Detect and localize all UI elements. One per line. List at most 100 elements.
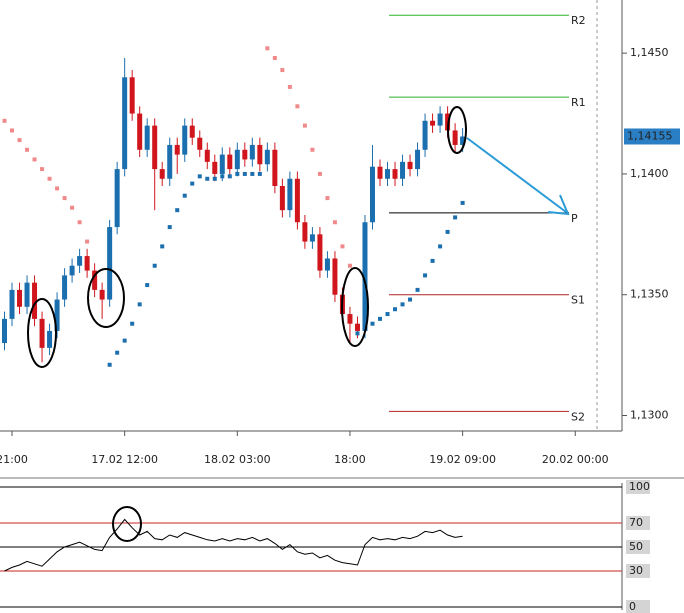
circle-annotation (112, 506, 142, 542)
sar-dot (430, 258, 435, 263)
sar-dot (332, 220, 337, 225)
candle-body (257, 144, 263, 165)
sar-dot (77, 220, 82, 225)
sar-dot (325, 196, 330, 201)
sar-dot (197, 174, 202, 179)
sar-dot (47, 176, 52, 181)
sar-dot (160, 244, 165, 249)
sar-dot (85, 239, 90, 244)
candle-body (317, 234, 323, 271)
sar-dot (378, 316, 382, 321)
sar-dot (302, 123, 307, 128)
last-price-box (624, 128, 680, 145)
candle-body (272, 149, 278, 187)
y-tick-label: 1,1400 (630, 167, 669, 180)
x-tick-label: 17.02 12:00 (91, 453, 158, 466)
candle-body (99, 289, 105, 300)
candle-body (107, 227, 113, 300)
candle-body (77, 256, 83, 266)
sar-dot (227, 174, 232, 179)
pivot-label: R1 (571, 96, 586, 109)
sar-dot (182, 193, 187, 198)
candle-body (294, 178, 300, 223)
candle-body (392, 169, 398, 179)
sar-dot (385, 312, 390, 317)
sar-dot (295, 104, 300, 109)
sar-dot (212, 176, 217, 181)
candle-body (17, 289, 23, 307)
candle-body (129, 77, 135, 114)
sar-dot (2, 118, 7, 123)
sar-dot (190, 181, 195, 186)
y-tick-box (626, 540, 650, 554)
candle-body (32, 282, 38, 319)
sar-dot (347, 263, 352, 268)
y-tick-box (626, 564, 650, 578)
y-tick-label: 100 (629, 480, 650, 493)
candle-body (324, 258, 330, 271)
sar-dot (107, 362, 112, 367)
candle-body (430, 120, 436, 126)
candle-body (369, 166, 375, 223)
pivot-label: R2 (571, 14, 586, 27)
sar-dot (32, 157, 37, 162)
candle-body (204, 149, 210, 162)
sar-dot (167, 225, 172, 230)
candle-body (249, 144, 255, 160)
y-tick-label: 0 (629, 600, 636, 613)
candle-body (114, 169, 120, 228)
sar-dot (175, 208, 180, 213)
x-tick-label: 18.02 03:00 (204, 453, 271, 466)
circle-annotation (447, 106, 467, 154)
candle-body (47, 330, 53, 348)
sar-dot (10, 128, 15, 133)
y-tick-box (626, 480, 650, 494)
candle-body (452, 130, 458, 145)
sar-dot (62, 196, 67, 201)
sar-dot (280, 68, 285, 73)
sar-dot (250, 171, 255, 176)
candle-body (39, 318, 45, 348)
sar-dot (205, 176, 210, 181)
candle-body (332, 258, 338, 295)
sar-dot (445, 229, 450, 234)
x-tick-label: 21:00 (0, 453, 28, 466)
circle-annotation (341, 267, 369, 347)
y-tick-label: 70 (629, 516, 643, 529)
pivot-label: S2 (571, 410, 585, 423)
sar-dot (453, 215, 458, 220)
sar-dot (242, 171, 247, 176)
sar-dot (130, 321, 135, 326)
sar-dot (423, 273, 428, 278)
candle-body (415, 149, 421, 170)
y-tick-label: 1,1450 (630, 46, 669, 59)
candle-body (152, 125, 158, 170)
sar-dot (460, 200, 465, 205)
sar-dot (340, 244, 345, 249)
last-price-label: 1,14155 (627, 129, 673, 142)
candle-body (242, 149, 248, 160)
sar-dot (400, 302, 405, 307)
candle-body (92, 270, 98, 290)
sar-dot (115, 350, 120, 355)
candle-body (197, 137, 203, 150)
sar-dot (272, 55, 277, 60)
y-tick-label: 30 (629, 564, 643, 577)
candle-body (302, 222, 308, 242)
candle-body (144, 125, 150, 150)
sar-dot (122, 338, 127, 343)
candle-body (400, 161, 406, 179)
candle-body (234, 149, 240, 170)
sar-dot (317, 171, 322, 176)
candle-body (437, 113, 443, 126)
sar-dot (355, 331, 360, 336)
sar-dot (40, 167, 45, 172)
sar-dot (408, 297, 413, 302)
candle-body (362, 222, 368, 331)
candle-body (189, 125, 195, 138)
candle-body (69, 265, 75, 276)
sar-dot (257, 171, 262, 176)
sar-dot (152, 263, 157, 268)
y-tick-label: 1,1300 (630, 409, 669, 422)
